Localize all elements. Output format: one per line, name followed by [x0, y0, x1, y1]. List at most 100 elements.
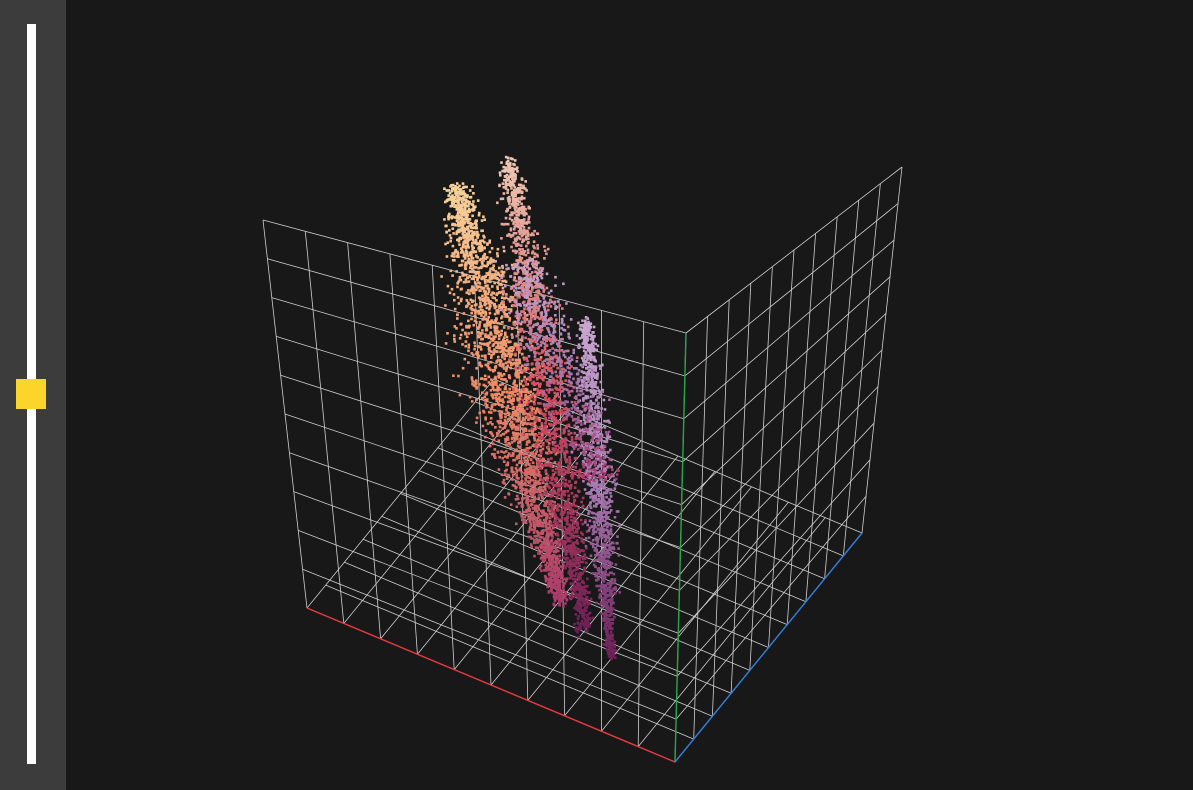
data-point [482, 259, 485, 262]
data-point [495, 325, 498, 329]
data-point [576, 575, 580, 578]
data-point [488, 250, 492, 254]
data-point [466, 225, 469, 229]
data-point [518, 403, 522, 407]
data-point [552, 520, 556, 524]
data-point [550, 508, 553, 511]
data-point [452, 198, 456, 202]
data-point [609, 618, 612, 621]
data-point [517, 416, 520, 420]
right-wall-grid-line [685, 166, 903, 334]
data-point [515, 348, 519, 352]
data-point [538, 317, 541, 320]
data-point [575, 572, 578, 575]
data-point [537, 268, 540, 272]
data-point [501, 405, 504, 408]
data-point [515, 209, 518, 213]
data-point [560, 484, 563, 488]
data-point [471, 264, 475, 267]
data-point [592, 394, 595, 397]
data-point [539, 454, 543, 457]
data-point [570, 564, 574, 568]
data-point [565, 579, 568, 583]
data-point [539, 340, 543, 344]
data-point [497, 310, 500, 314]
data-point [499, 174, 502, 177]
data-point [531, 393, 534, 397]
data-point [532, 277, 536, 281]
data-point [515, 244, 518, 247]
3d-viewport[interactable] [66, 0, 1193, 790]
data-point [609, 631, 613, 634]
data-point [459, 247, 463, 250]
data-point [616, 535, 619, 538]
data-point [474, 382, 477, 385]
data-point [489, 368, 492, 372]
data-point [564, 458, 567, 461]
data-point [534, 452, 537, 456]
data-point [537, 505, 540, 509]
data-point [573, 544, 576, 548]
data-point [580, 328, 584, 332]
data-point [539, 390, 543, 393]
data-point [489, 389, 493, 392]
data-point [551, 477, 555, 480]
data-point [501, 365, 504, 368]
data-point [530, 395, 533, 399]
data-point [547, 442, 551, 445]
data-point [497, 468, 501, 471]
data-point [517, 183, 521, 187]
data-point [487, 308, 491, 311]
data-point [589, 496, 592, 499]
data-point [523, 409, 526, 413]
data-point [519, 391, 523, 394]
data-point [559, 463, 562, 467]
data-point [467, 202, 471, 205]
data-point [533, 419, 537, 422]
data-point [583, 566, 586, 570]
data-point [501, 321, 504, 324]
data-point [563, 540, 567, 543]
data-point [460, 212, 464, 215]
data-point [541, 478, 544, 482]
data-point [565, 564, 568, 567]
data-point [521, 518, 524, 521]
data-point [537, 307, 540, 311]
data-point [511, 249, 515, 253]
data-point [519, 186, 523, 189]
data-point [527, 376, 531, 379]
data-point [465, 299, 469, 302]
data-point [487, 287, 491, 291]
data-point [554, 452, 558, 456]
data-point [529, 273, 532, 276]
data-point [604, 455, 608, 458]
data-point [557, 395, 561, 399]
data-point [516, 412, 519, 415]
data-point [478, 245, 481, 249]
data-point [536, 295, 540, 299]
data-point [577, 604, 581, 608]
data-point [518, 316, 521, 320]
data-point [515, 369, 519, 373]
data-point [511, 397, 515, 401]
data-point [523, 471, 526, 475]
data-point [578, 591, 582, 595]
data-point [451, 227, 455, 230]
vertical-slider-thumb[interactable] [16, 379, 46, 409]
data-point [543, 504, 546, 507]
data-point [493, 366, 497, 369]
data-point [504, 280, 508, 283]
data-point [481, 396, 484, 400]
3d-scatter-canvas[interactable] [66, 0, 1193, 790]
data-point [539, 402, 542, 405]
data-point [501, 393, 504, 396]
data-point [595, 498, 598, 502]
data-point [479, 345, 482, 349]
data-point [517, 225, 521, 229]
data-point [537, 516, 540, 519]
data-point [582, 415, 586, 419]
data-point [500, 315, 504, 318]
left-wall-grid-line [276, 336, 683, 463]
data-point [535, 416, 538, 419]
data-point [525, 390, 528, 393]
